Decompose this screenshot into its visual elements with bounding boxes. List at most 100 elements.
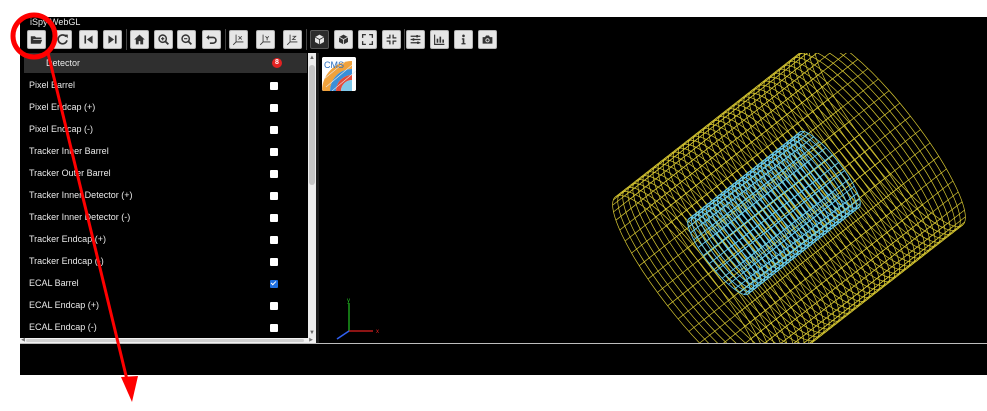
detector-list-item[interactable]: ECAL Barrel bbox=[20, 273, 308, 295]
zoom-in-button[interactable] bbox=[154, 30, 173, 49]
view-x-button[interactable] bbox=[229, 30, 248, 49]
detector-visibility-checkbox[interactable] bbox=[270, 104, 278, 112]
axis-view-y-icon bbox=[259, 34, 271, 46]
zoom-in-icon bbox=[158, 34, 170, 46]
settings-button[interactable] bbox=[406, 30, 425, 49]
detector-list-item[interactable]: Tracker Endcap (+) bbox=[20, 229, 308, 251]
ecal-barrel-wireframe-meridian bbox=[615, 53, 801, 198]
sidebar-vertical-scrollbar[interactable]: ▲ ▼ bbox=[308, 53, 316, 338]
detector-visibility-checkbox[interactable] bbox=[270, 170, 278, 178]
info-button[interactable] bbox=[454, 30, 473, 49]
previous-event-button[interactable] bbox=[79, 30, 98, 49]
toolbar-separator bbox=[126, 29, 127, 50]
ecal-barrel-wireframe-meridian bbox=[618, 53, 803, 196]
toolbar-separator bbox=[225, 29, 226, 50]
scroll-right-arrow-icon[interactable]: ▶ bbox=[309, 337, 313, 343]
ecal-barrel-wireframe-meridian bbox=[665, 68, 869, 227]
detector-visibility-checkbox[interactable] bbox=[270, 192, 278, 200]
detector-list-item[interactable]: Tracker Inner Barrel bbox=[20, 141, 308, 163]
detector-visibility-checkbox[interactable] bbox=[270, 214, 278, 222]
reload-button[interactable] bbox=[53, 30, 72, 49]
ecal-barrel-wireframe-ring bbox=[808, 53, 961, 231]
detector-visibility-checkbox[interactable] bbox=[270, 126, 278, 134]
chart-button[interactable] bbox=[430, 30, 449, 49]
zoom-out-icon bbox=[181, 34, 193, 46]
detector-item-label: Tracker Inner Barrel bbox=[29, 146, 109, 156]
detector-item-label: ECAL Endcap (-) bbox=[29, 322, 97, 332]
ecal-barrel-wireframe-meridian bbox=[764, 212, 932, 343]
tracker-wireframe-meridian bbox=[690, 131, 802, 219]
detector-item-label: Tracker Inner Detector (-) bbox=[29, 212, 131, 222]
ecal-barrel-wireframe-meridian bbox=[623, 53, 808, 197]
scroll-left-arrow-icon[interactable]: ◀ bbox=[21, 337, 25, 343]
detector-item-label: ECAL Barrel bbox=[29, 278, 79, 288]
detector-visibility-checkbox[interactable] bbox=[270, 302, 278, 310]
detector-list-item[interactable]: Tracker Outer Barrel bbox=[20, 163, 308, 185]
tracker-wireframe-meridian bbox=[721, 191, 833, 279]
event-display-canvas bbox=[612, 53, 966, 343]
undo-button[interactable] bbox=[202, 30, 221, 49]
open-file-button[interactable] bbox=[27, 30, 46, 49]
cms-logo-icon: CMS bbox=[322, 57, 356, 91]
axes-gizmo: y x bbox=[336, 298, 379, 340]
detector-list-item[interactable]: Tracker Endcap (-) bbox=[20, 251, 308, 273]
tracker-wireframe-meridian bbox=[715, 184, 827, 272]
ecal-barrel-wireframe-meridian bbox=[697, 102, 901, 261]
home-icon bbox=[134, 34, 145, 45]
detector-group-header[interactable]: Detector 8 bbox=[24, 53, 307, 73]
viewport-bottom-border bbox=[20, 343, 987, 344]
detector-list-item[interactable]: ECAL Endcap (-) bbox=[20, 317, 308, 338]
tracker-wireframe-meridian bbox=[739, 206, 851, 293]
exit-fullscreen-icon bbox=[386, 34, 397, 45]
detector-visibility-checkbox[interactable] bbox=[270, 82, 278, 90]
fullscreen-button[interactable] bbox=[358, 30, 377, 49]
zoom-out-button[interactable] bbox=[177, 30, 196, 49]
detector-item-label: Tracker Endcap (-) bbox=[29, 256, 104, 266]
detector-visibility-checkbox[interactable] bbox=[270, 280, 278, 288]
toolbar-separator bbox=[306, 29, 307, 50]
tracker-wireframe-meridian bbox=[743, 207, 855, 295]
scroll-up-arrow-icon[interactable]: ▲ bbox=[309, 55, 315, 61]
detector-list-item[interactable]: Pixel Barrel bbox=[20, 75, 308, 97]
3d-viewport[interactable]: CMS y x bbox=[319, 53, 987, 343]
detector-visibility-checkbox[interactable] bbox=[270, 324, 278, 332]
exit-fullscreen-button[interactable] bbox=[382, 30, 401, 49]
tracker-wireframe-meridian bbox=[697, 133, 809, 220]
ecal-barrel-wireframe-meridian bbox=[744, 204, 923, 343]
detector-visibility-checkbox[interactable] bbox=[270, 148, 278, 156]
panel-resize-handle[interactable] bbox=[316, 53, 319, 343]
ecal-barrel-wireframe-meridian bbox=[723, 195, 913, 343]
screenshot-button[interactable] bbox=[478, 30, 497, 49]
detector-item-label: Tracker Endcap (+) bbox=[29, 234, 106, 244]
view-y-button[interactable] bbox=[256, 30, 275, 49]
tracker-wireframe-meridian bbox=[721, 154, 833, 242]
axis-view-x-icon bbox=[232, 34, 244, 46]
perspective-button[interactable] bbox=[310, 30, 329, 49]
detector-list-item[interactable]: Tracker Inner Detector (-) bbox=[20, 207, 308, 229]
axis-z-line bbox=[336, 330, 350, 340]
ecal-barrel-wireframe-meridian bbox=[630, 53, 818, 199]
next-event-button[interactable] bbox=[103, 30, 122, 49]
chart-icon bbox=[434, 34, 445, 45]
scroll-down-arrow-icon[interactable]: ▼ bbox=[309, 330, 315, 336]
detector-visibility-checkbox[interactable] bbox=[270, 258, 278, 266]
detector-list-item[interactable]: ECAL Endcap (+) bbox=[20, 295, 308, 317]
scrollbar-thumb[interactable] bbox=[309, 65, 315, 185]
ecal-barrel-wireframe-meridian bbox=[646, 53, 847, 210]
view-z-button[interactable] bbox=[283, 30, 302, 49]
step-backward-icon bbox=[84, 35, 93, 44]
detector-list-item[interactable]: Tracker Inner Detector (+) bbox=[20, 185, 308, 207]
detector-visibility-checkbox[interactable] bbox=[270, 236, 278, 244]
step-forward-icon bbox=[108, 35, 117, 44]
scrollbar-thumb[interactable] bbox=[26, 339, 304, 342]
reset-view-button[interactable] bbox=[130, 30, 149, 49]
controls-icon bbox=[410, 35, 421, 44]
ecal-barrel-wireframe-meridian bbox=[637, 53, 831, 204]
tracker-wireframe-meridian bbox=[728, 197, 840, 285]
sidebar-horizontal-scrollbar[interactable]: ◀ ▶ bbox=[20, 337, 316, 343]
orthographic-button[interactable] bbox=[334, 30, 353, 49]
app-title: iSpy WebGL bbox=[30, 17, 81, 27]
detector-list-item[interactable]: Pixel Endcap (-) bbox=[20, 119, 308, 141]
detector-list-item[interactable]: Pixel Endcap (+) bbox=[20, 97, 308, 119]
detector-sidebar: Detector 8 Pixel Barrel Pixel Endcap (+) P… bbox=[20, 53, 308, 338]
